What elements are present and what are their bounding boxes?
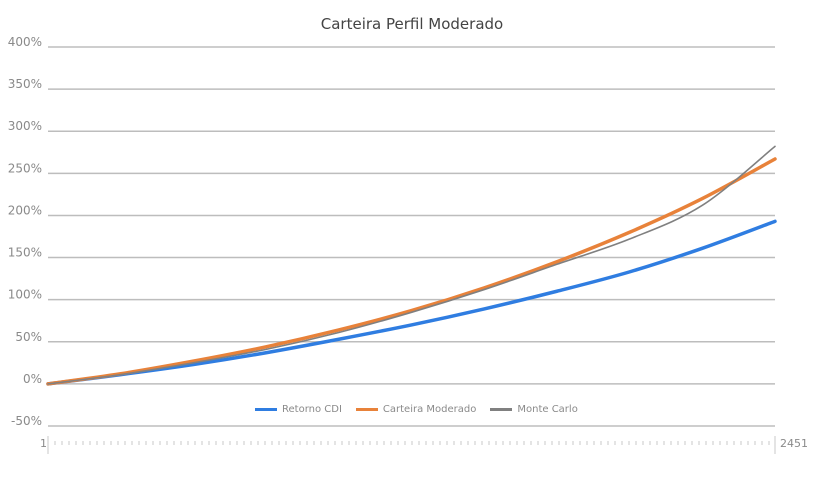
legend-label: Retorno CDI bbox=[282, 404, 342, 415]
y-axis-tick-label: 200% bbox=[8, 203, 42, 217]
chart-legend: Retorno CDI Carteira Moderado Monte Carl… bbox=[255, 404, 578, 415]
x-axis-start-label: 1 bbox=[40, 437, 47, 450]
legend-item-carteira[interactable]: Carteira Moderado bbox=[355, 404, 477, 415]
y-axis-tick-label: 50% bbox=[15, 330, 42, 344]
chart-title: Carteira Perfil Moderado bbox=[320, 15, 504, 33]
y-axis-tick-label: -50% bbox=[11, 414, 42, 428]
y-axis-tick-label: 0% bbox=[23, 372, 42, 386]
series-line-monte-carlo bbox=[47, 145, 776, 385]
y-axis-tick-label: 300% bbox=[8, 119, 42, 133]
legend-swatch-monte-carlo bbox=[490, 408, 513, 411]
legend-item-monte-carlo[interactable]: Monte Carlo bbox=[490, 404, 578, 415]
legend-swatch-carteira bbox=[355, 408, 378, 411]
legend-item-cdi[interactable]: Retorno CDI bbox=[255, 404, 342, 415]
y-axis-tick-label: 150% bbox=[8, 246, 42, 260]
series-line-carteira-moderado bbox=[46, 157, 777, 386]
legend-label: Monte Carlo bbox=[517, 404, 578, 415]
y-axis-tick-label: 100% bbox=[8, 288, 42, 302]
legend-label: Carteira Moderado bbox=[382, 404, 477, 415]
y-axis-tick-label: 250% bbox=[8, 161, 42, 175]
series-line-retorno-cdi bbox=[46, 219, 777, 386]
y-axis-tick-label: 400% bbox=[8, 35, 42, 49]
x-axis-end-label: 2451 bbox=[780, 437, 808, 450]
y-axis-tick-label: 350% bbox=[8, 77, 42, 91]
legend-swatch-cdi bbox=[255, 408, 277, 411]
